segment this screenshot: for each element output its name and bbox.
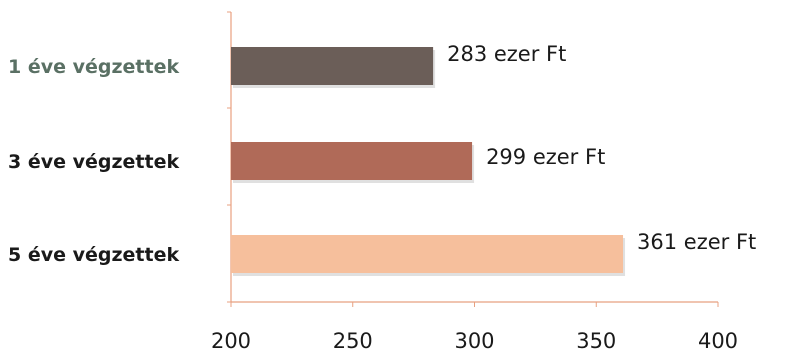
x-tick-label: 250 — [333, 329, 373, 353]
x-tick-label: 400 — [698, 329, 738, 353]
x-tick-label: 200 — [211, 329, 251, 353]
x-tick-label: 300 — [454, 329, 494, 353]
category-label: 3 éve végzettek — [8, 151, 179, 173]
data-label: 361 ezer Ft — [637, 230, 756, 254]
data-label: 283 ezer Ft — [447, 42, 566, 66]
chart-bars — [231, 47, 626, 276]
x-tick-label: 350 — [576, 329, 616, 353]
bar — [231, 47, 434, 85]
category-label: 1 éve végzettek — [8, 56, 179, 78]
bar — [231, 142, 473, 180]
bar — [231, 235, 624, 273]
chart-labels: 200 250 300 350 400 1 éve végzettek 283 ezer F… — [8, 42, 756, 353]
data-label: 299 ezer Ft — [486, 145, 605, 169]
category-label: 5 éve végzettek — [8, 244, 179, 266]
